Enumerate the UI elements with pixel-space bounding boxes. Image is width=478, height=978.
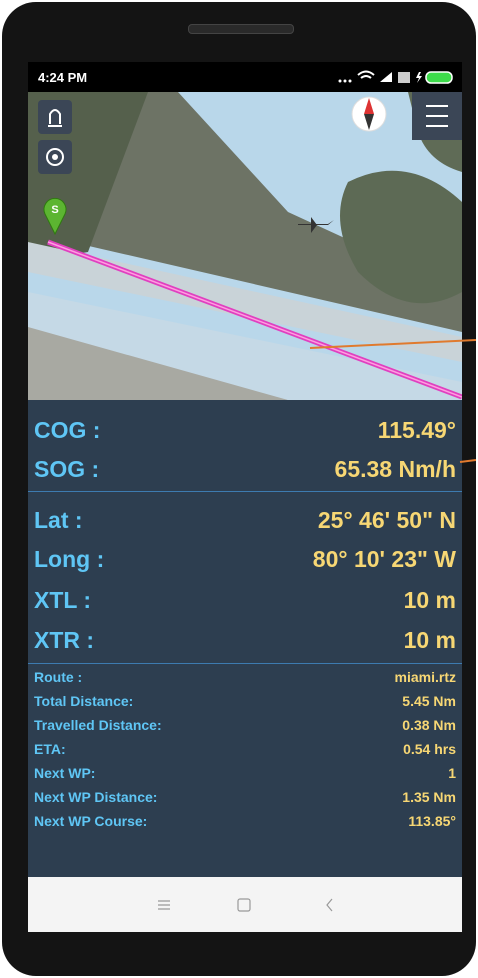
reading-value: 25° 46' 50" N [318, 502, 456, 538]
info-label: Total Distance: [34, 690, 133, 713]
info-row: Next WP Distance: 1.35 Nm [34, 786, 456, 809]
reading-value: 10 m [404, 582, 456, 618]
speaker [188, 24, 294, 34]
divider [28, 491, 462, 492]
nav-icons [28, 877, 462, 932]
reading-label: COG : [34, 412, 100, 448]
screen: 4:24 PM [28, 62, 462, 932]
info-row: Total Distance: 5.45 Nm [34, 690, 456, 713]
status-icons [312, 62, 462, 92]
info-value: 113.85° [408, 810, 456, 833]
reading-value: 10 m [404, 622, 456, 658]
info-value: 0.54 hrs [403, 738, 456, 761]
info-label: Next WP Course: [34, 810, 147, 833]
reading-label: XTL : [34, 582, 91, 618]
marker-label: S [50, 204, 60, 216]
info-label: Route : [34, 666, 82, 689]
info-label: Next WP Distance: [34, 786, 157, 809]
status-bar: 4:24 PM [28, 62, 462, 92]
reading-label: Lat : [34, 502, 83, 538]
map[interactable]: S [28, 92, 462, 400]
info-value: 1 [448, 762, 456, 785]
reading-value: 115.49° [378, 412, 456, 448]
info-value: 0.38 Nm [402, 714, 456, 737]
info-row: Travelled Distance: 0.38 Nm [34, 714, 456, 737]
info-row: Route : miami.rtz [34, 666, 456, 689]
reading-value: 65.38 Nm/h [335, 451, 456, 487]
info-value: 5.45 Nm [402, 690, 456, 713]
reading-label: SOG : [34, 451, 99, 487]
reading-row: Long : 80° 10' 23" W [34, 541, 456, 577]
info-label: Next WP: [34, 762, 95, 785]
info-value: miami.rtz [395, 666, 456, 689]
info-label: ETA: [34, 738, 66, 761]
reading-value: 80° 10' 23" W [313, 541, 456, 577]
clock: 4:24 PM [38, 70, 87, 85]
reading-row: COG : 115.49° [34, 412, 456, 448]
info-row: ETA: 0.54 hrs [34, 738, 456, 761]
info-label: Travelled Distance: [34, 714, 162, 737]
phone-frame: 4:24 PM [2, 2, 476, 976]
reading-row: Lat : 25° 46' 50" N [34, 502, 456, 538]
info-row: Next WP: 1 [34, 762, 456, 785]
readings-panel: COG : 115.49° SOG : 65.38 Nm/h Lat : 25° 46' … [28, 400, 462, 877]
reading-row: XTL : 10 m [34, 582, 456, 618]
reading-label: XTR : [34, 622, 94, 658]
reading-row: SOG : 65.38 Nm/h [34, 451, 456, 487]
nav-bar [28, 877, 462, 932]
reading-label: Long : [34, 541, 104, 577]
divider [28, 663, 462, 664]
info-value: 1.35 Nm [402, 786, 456, 809]
map-image [28, 92, 462, 400]
page: 4:24 PM [0, 0, 478, 978]
info-row: Next WP Course: 113.85° [34, 810, 456, 833]
reading-row: XTR : 10 m [34, 622, 456, 658]
